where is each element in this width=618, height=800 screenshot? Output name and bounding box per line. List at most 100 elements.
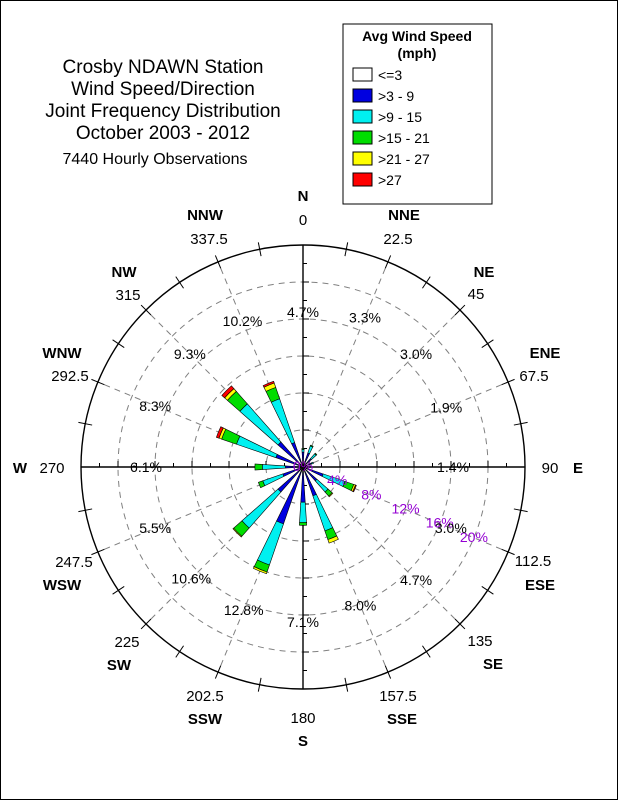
compass-direction-name: ENE — [530, 345, 561, 362]
petal-segment — [301, 448, 305, 450]
compass-degree-label: 157.5 — [379, 688, 417, 705]
compass-degree-label: 22.5 — [383, 231, 412, 248]
compass-tick — [454, 618, 466, 630]
legend-label: >3 - 9 — [378, 88, 414, 104]
grid-spoke — [302, 309, 461, 468]
compass-tick — [91, 548, 105, 556]
radial-tick-label: 12% — [392, 500, 420, 516]
compass-tick — [214, 665, 222, 679]
legend-label: >21 - 27 — [378, 151, 430, 167]
compass-tick — [140, 618, 152, 630]
compass-tick — [384, 665, 392, 679]
legend-swatch — [352, 67, 373, 82]
direction-frequency-label: 8.3% — [139, 398, 171, 414]
radial-tick-label: 16% — [426, 515, 454, 531]
legend-items: <=3 >3 - 9 >9 - 15 >15 - 21 >21 - 27 >27 — [352, 67, 430, 188]
compass-degree-label: 315 — [115, 287, 140, 304]
direction-frequency-label: 7.1% — [287, 614, 319, 630]
compass-degree-label: 90 — [542, 460, 559, 477]
compass-tick — [175, 645, 184, 658]
radial-tick-label: 0% — [293, 458, 313, 474]
title-line-3: Joint Frequency Distribution — [45, 101, 281, 122]
petal-segment — [254, 463, 263, 471]
direction-frequency-label: 10.6% — [171, 571, 211, 587]
compass-tick — [175, 276, 184, 289]
compass-tick — [257, 242, 262, 257]
compass-degree-label: 135 — [467, 633, 492, 650]
title-line-4: October 2003 - 2012 — [76, 123, 250, 144]
direction-frequency-label: 3.3% — [349, 309, 381, 325]
compass-tick — [214, 255, 222, 269]
petal-segment — [215, 426, 224, 439]
compass-degree-label: 67.5 — [519, 368, 548, 385]
title-line-2: Wind Speed/Direction — [71, 79, 255, 100]
compass-degree-label: 202.5 — [186, 688, 224, 705]
compass-direction-name: NE — [474, 264, 495, 281]
petal-segment — [328, 492, 334, 498]
legend-label: >15 - 21 — [378, 130, 430, 146]
direction-frequency-label: 3.0% — [400, 346, 432, 362]
compass-direction-name: SSW — [188, 711, 223, 728]
polar-plot: 0% 4% 8% 12% 16% 20% 4.7% 3.3% 3.0% 1.9% 1.4% 3.0% 4… — [13, 188, 583, 750]
compass-direction-name: NNE — [388, 207, 420, 224]
legend-swatch — [352, 151, 373, 166]
legend-swatch — [352, 130, 373, 145]
compass-direction-name: WSW — [43, 577, 82, 594]
petal-segment — [252, 566, 268, 575]
direction-frequency-label: 1.9% — [430, 400, 462, 416]
compass-tick — [112, 586, 125, 595]
petal-segment — [262, 380, 275, 388]
legend-label: >9 - 15 — [378, 109, 422, 125]
petal-segment — [301, 449, 305, 453]
compass-degree-label: 292.5 — [51, 368, 89, 385]
direction-frequency-label: 6.1% — [130, 459, 162, 475]
compass-tick — [78, 508, 93, 513]
radial-tick-label: 4% — [327, 472, 347, 488]
legend: Avg Wind Speed (mph) <=3 >3 - 9 >9 - 15 >15… — [342, 23, 493, 205]
legend-swatch — [352, 172, 373, 187]
compass-degree-label: 247.5 — [55, 554, 93, 571]
petal-segment — [327, 535, 339, 544]
subtitle: 7440 Hourly Observations — [63, 151, 248, 168]
compass-tick — [513, 508, 528, 513]
petal-segment — [314, 452, 318, 456]
compass-degree-label: 112.5 — [515, 553, 551, 570]
direction-frequency-label: 9.3% — [174, 346, 206, 362]
direction-frequency-label: 10.2% — [223, 313, 263, 329]
grid-spoke — [302, 261, 389, 468]
direction-frequency-label: 4.7% — [400, 572, 432, 588]
compass-tick — [501, 548, 515, 556]
direction-frequency-label: 8.0% — [344, 598, 376, 614]
compass-tick — [344, 677, 349, 692]
petal-segment — [299, 522, 307, 526]
compass-direction-name: NNW — [187, 207, 224, 224]
compass-degree-label: 0 — [299, 212, 307, 229]
compass-tick — [501, 378, 515, 386]
legend-label: <=3 — [378, 67, 402, 83]
compass-direction-name: W — [13, 460, 28, 477]
compass-tick — [384, 255, 392, 269]
compass-tick — [422, 645, 431, 658]
compass-direction-name: SE — [483, 656, 503, 673]
petal-segment — [352, 484, 357, 493]
direction-frequency-label: 12.8% — [224, 602, 264, 618]
grid-spoke — [302, 381, 509, 468]
petal-segment — [232, 527, 243, 538]
compass-tick — [257, 677, 262, 692]
compass-tick — [481, 339, 494, 348]
compass-direction-name: SW — [107, 657, 132, 674]
legend-swatch — [352, 109, 373, 124]
compass-direction-name: ESE — [525, 577, 555, 594]
compass-tick — [422, 276, 431, 289]
compass-direction-name: N — [298, 188, 309, 205]
compass-degree-label: 270 — [39, 460, 64, 477]
compass-degree-label: 337.5 — [190, 231, 228, 248]
compass-tick — [112, 339, 125, 348]
compass-degree-label: 225 — [114, 634, 139, 651]
petal-segment — [299, 501, 307, 523]
compass-direction-name: E — [573, 460, 583, 477]
direction-frequency-label: 4.7% — [287, 304, 319, 320]
radial-tick-label: 8% — [361, 486, 381, 502]
compass-direction-name: SSE — [387, 711, 417, 728]
